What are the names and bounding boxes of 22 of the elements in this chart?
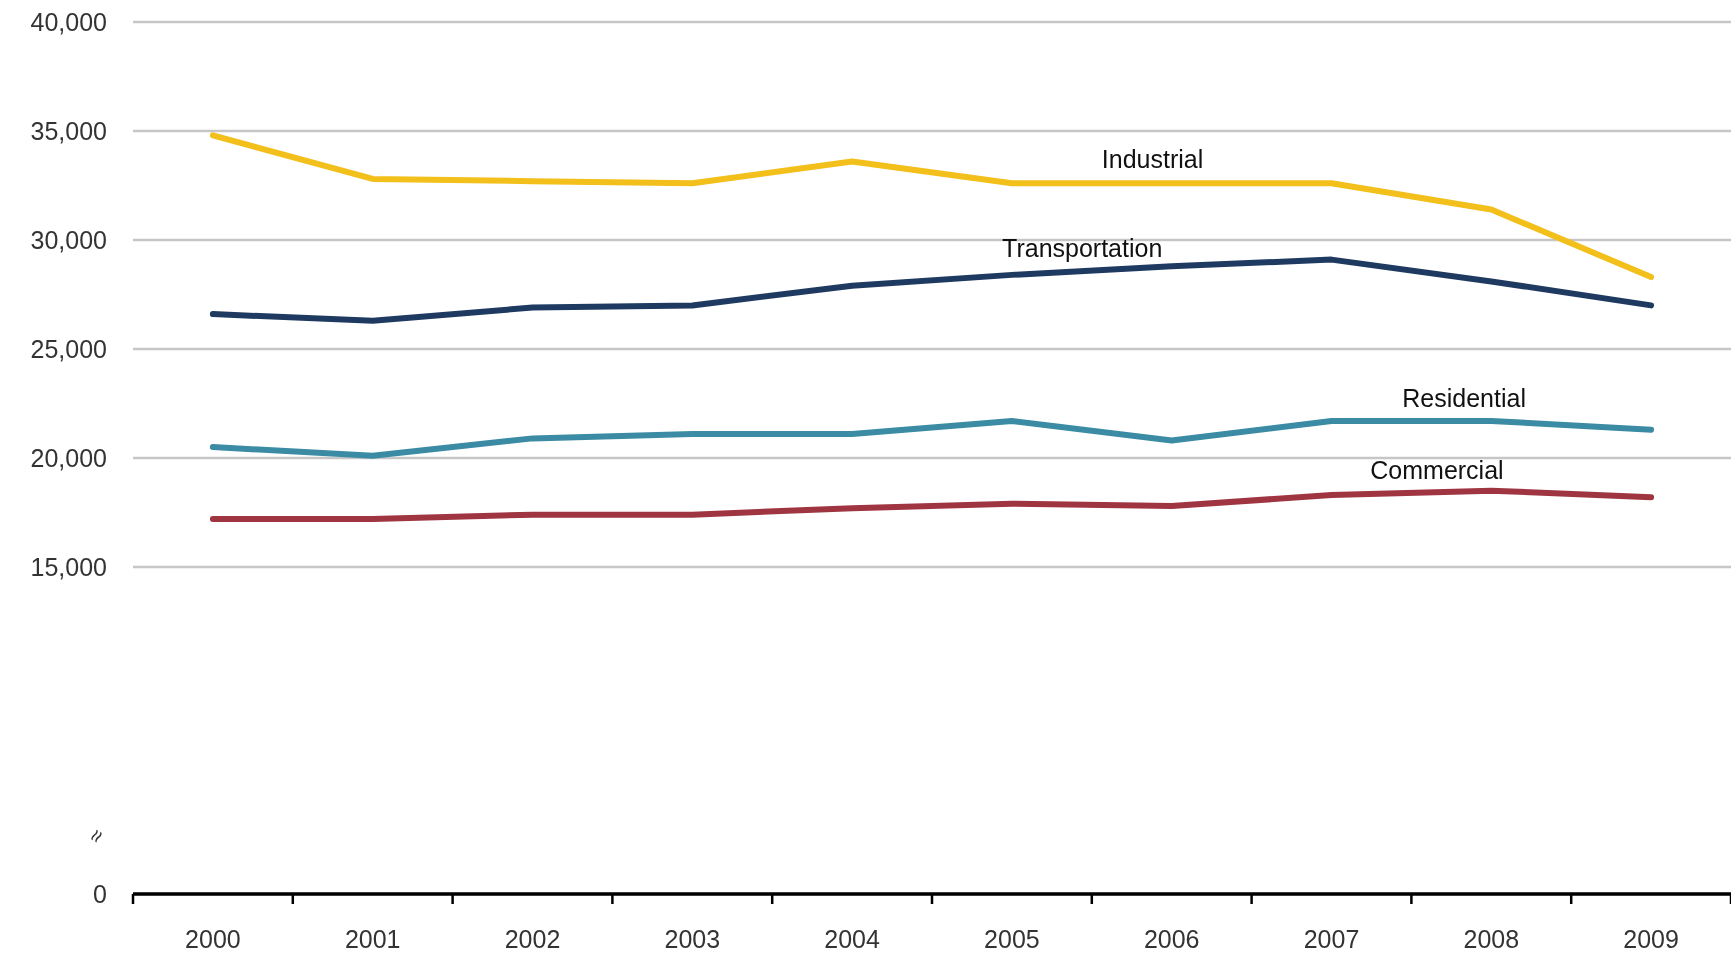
x-tick-label: 2008: [1463, 925, 1520, 953]
x-tick-label: 2005: [984, 925, 1040, 953]
text: ≈: [82, 824, 111, 848]
x-tick-label: 2007: [1303, 925, 1360, 953]
y-tick-label: 25,000: [30, 334, 107, 363]
x-tick-label: 2001: [344, 925, 401, 953]
y-tick-label: 35,000: [30, 116, 107, 145]
y-tick-label: 30,000: [30, 225, 107, 254]
y-tick-label: 15,000: [30, 552, 107, 581]
y-tick-label: 0: [93, 879, 107, 908]
x-tick-label: 2006: [1143, 925, 1200, 953]
x-tick-label: 2003: [664, 925, 721, 953]
series-label: Commercial: [1370, 456, 1504, 485]
series-label: Industrial: [1101, 145, 1204, 174]
y-tick-label: 40,000: [30, 7, 107, 36]
x-tick-label: 2004: [824, 925, 880, 953]
x-tick-label: 2000: [185, 925, 241, 953]
series-label: Residential: [1402, 383, 1526, 412]
x-tick-label: 2002: [504, 925, 561, 953]
y-tick-label: 20,000: [30, 443, 107, 472]
x-tick-label: 2009: [1623, 925, 1679, 953]
series-label: Transportation: [1002, 234, 1163, 263]
